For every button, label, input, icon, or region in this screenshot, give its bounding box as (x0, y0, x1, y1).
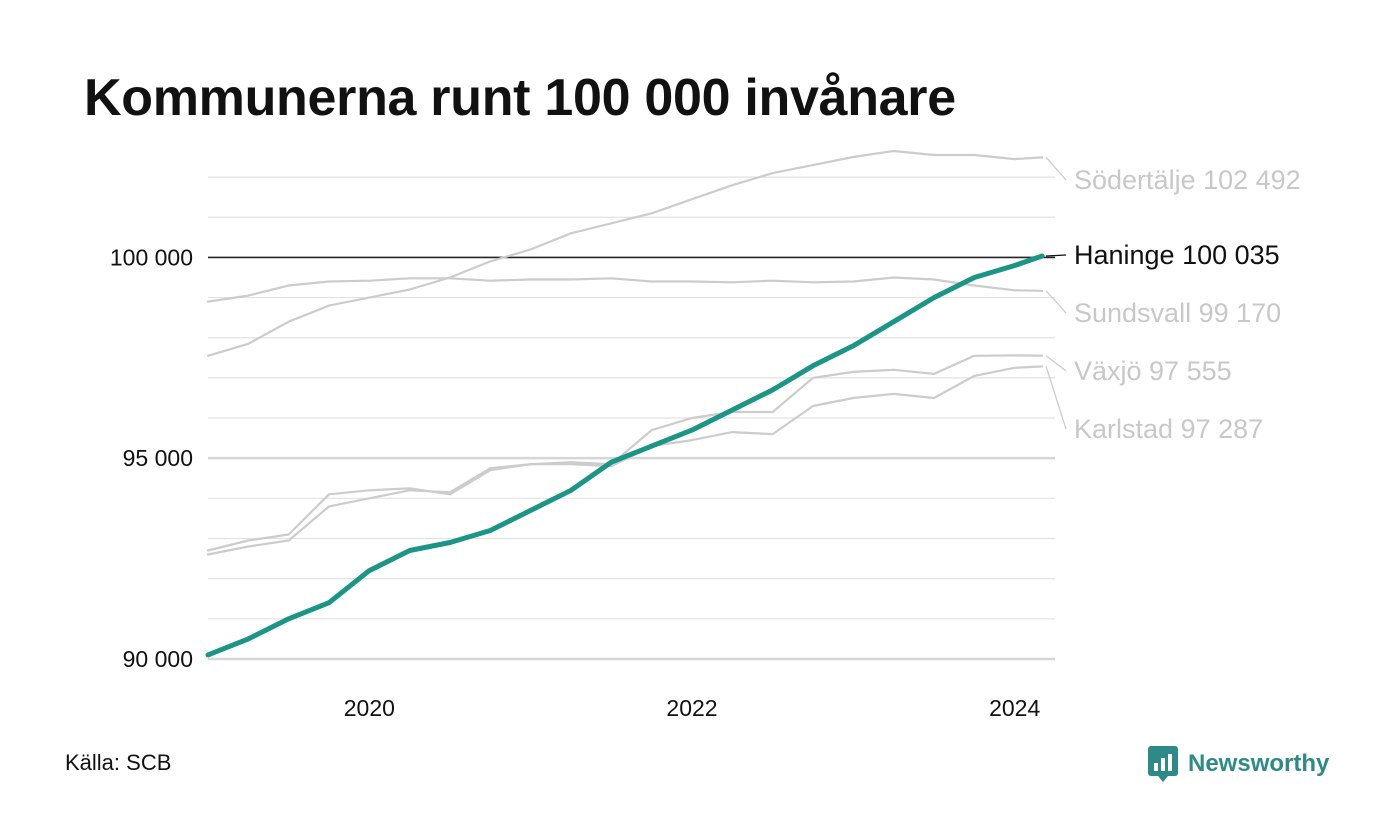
brand-logo[interactable]: Newsworthy (1148, 744, 1329, 784)
series-labels: Södertälje 102 492 Sundsvall 99 170 Växjö … (1045, 156, 1301, 444)
series-label-sundsvall: Sundsvall 99 170 (1074, 298, 1281, 328)
source-note: Källa: SCB (65, 750, 172, 775)
y-axis-labels: 90 000 95 000 100 000 (110, 244, 193, 672)
brand-name: Newsworthy (1188, 750, 1330, 777)
label-connector (1045, 290, 1067, 314)
series-line-växjö (206, 354, 1044, 552)
series-label-södertälje: Södertälje 102 492 (1074, 165, 1301, 195)
y-tick-label: 100 000 (110, 244, 193, 270)
series-label-haninge: Haninge 100 035 (1074, 240, 1280, 270)
series-line-haninge (205, 253, 1045, 658)
y-tick-label: 90 000 (123, 646, 193, 672)
x-tick-label: 2024 (989, 695, 1040, 721)
x-tick-label: 2020 (344, 695, 395, 721)
newsworthy-logo-icon (1148, 746, 1178, 782)
y-tick-label: 95 000 (123, 445, 193, 471)
series-line-karlstad (206, 365, 1044, 556)
series-label-karlstad: Karlstad 97 287 (1074, 414, 1263, 444)
label-connector (1045, 366, 1067, 430)
gridlines (208, 176, 1055, 661)
series-lines (205, 149, 1045, 658)
series-line-sundsvall (206, 276, 1044, 303)
series-line-södertälje (206, 149, 1044, 357)
x-axis-labels: 2020 2022 2024 (344, 695, 1041, 721)
line-chart: 90 000 95 000 100 000 2020 2022 2024 Södertä… (110, 149, 1301, 721)
x-tick-label: 2022 (666, 695, 717, 721)
label-connector (1046, 254, 1067, 257)
label-connector (1045, 355, 1067, 372)
series-label-växjö: Växjö 97 555 (1074, 356, 1232, 386)
label-connector (1045, 156, 1067, 181)
chart-title: Kommunerna runt 100 000 invånare (84, 69, 956, 127)
